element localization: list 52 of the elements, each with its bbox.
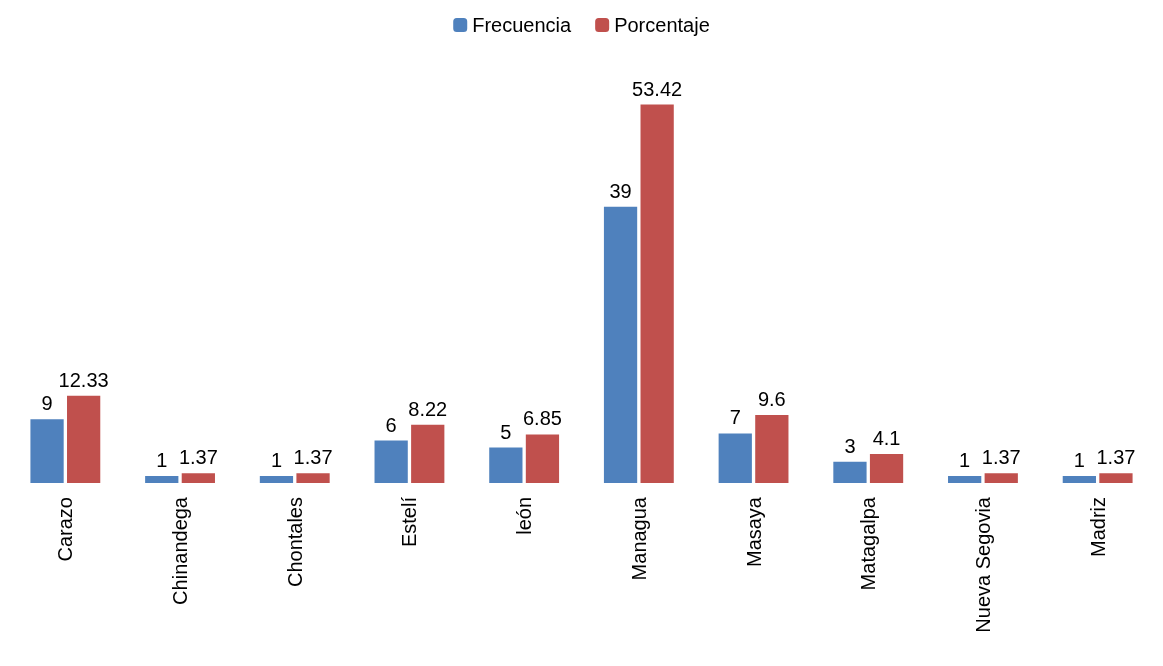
bar (30, 419, 64, 483)
x-tick-label: Carazo (54, 497, 77, 562)
data-label: 9.6 (757, 388, 786, 410)
bar (489, 447, 523, 483)
data-label: 9 (41, 392, 53, 415)
data-label: 1 (270, 448, 283, 471)
x-tick-label: león (513, 497, 536, 535)
legend-label: Porcentaje (614, 14, 710, 36)
data-label: 53.42 (632, 77, 683, 100)
x-tick-label: Masaya (742, 496, 765, 568)
bar (1099, 473, 1133, 483)
data-label: 1.37 (293, 446, 333, 469)
data-label: 1 (156, 448, 168, 471)
bar (833, 461, 867, 483)
data-label: 1.37 (178, 446, 218, 469)
legend-label: Frecuencia (472, 14, 573, 36)
data-label: 1 (959, 448, 971, 471)
bar (181, 473, 215, 483)
data-label: 6 (385, 413, 397, 436)
data-label: 6.85 (522, 407, 562, 430)
x-tick-label: Matagalpa (857, 496, 880, 591)
x-tick-label: Madriz (1086, 497, 1109, 558)
x-tick-label: Chinandega (169, 496, 192, 605)
x-tick-label: Chontales (283, 497, 306, 588)
data-label: 3 (844, 434, 856, 457)
bar (296, 473, 330, 483)
bar (259, 475, 294, 483)
data-label: 1 (1073, 448, 1085, 471)
data-label: 5 (500, 420, 512, 443)
bar (1062, 475, 1096, 483)
bar (984, 473, 1018, 483)
data-label: 12.33 (58, 368, 109, 391)
data-label: 8.22 (408, 397, 448, 420)
data-label: 7 (729, 406, 741, 429)
bar (869, 453, 904, 483)
bar (411, 424, 445, 483)
bar (640, 104, 674, 483)
x-tick-label: Estelí (398, 496, 421, 548)
data-label: 1.37 (981, 446, 1021, 469)
x-tick-label: Managua (627, 496, 650, 581)
bar (755, 415, 789, 483)
bar (718, 433, 752, 483)
bar (67, 395, 101, 483)
data-label: 1.37 (1096, 446, 1136, 469)
bar (145, 475, 179, 483)
x-tick-label: Nueva Segovia (971, 496, 994, 633)
data-label: 39 (609, 179, 632, 202)
data-label: 4.1 (872, 426, 901, 449)
bar (948, 475, 982, 483)
bar (525, 434, 560, 483)
bar (374, 440, 408, 483)
bar (603, 206, 638, 483)
